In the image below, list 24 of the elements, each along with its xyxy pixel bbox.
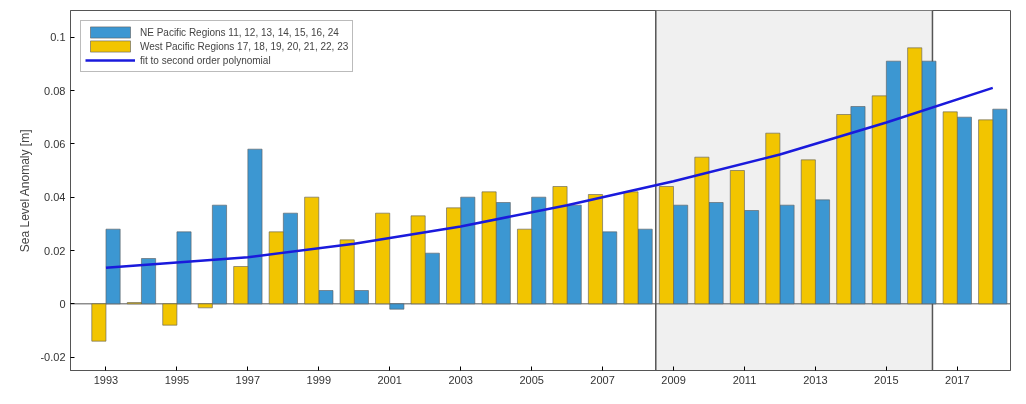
x-tick-label: 1997 xyxy=(235,373,261,386)
legend-label: NE Pacific Regions 11, 12, 13, 14, 15, 16, 24 xyxy=(140,25,339,39)
legend-label: fit to second order polynomial xyxy=(140,53,271,67)
y-tick-label: -0.02 xyxy=(40,351,66,364)
x-tick-label: 2005 xyxy=(519,373,544,386)
x-tick-label: 2009 xyxy=(661,373,686,386)
x-tick-label: 1993 xyxy=(93,373,119,386)
x-tick-label: 2001 xyxy=(377,373,402,386)
legend-label: West Pacific Regions 17, 18, 19, 20, 21, 22, 23 xyxy=(140,39,349,53)
x-tick-label: 2011 xyxy=(732,373,757,386)
x-tick-label: 2007 xyxy=(590,373,615,386)
x-tick-label: 2003 xyxy=(448,373,473,386)
y-tick-label: 0.06 xyxy=(44,137,66,150)
y-tick-label: 0.04 xyxy=(44,191,66,204)
y-tick-label: 0.08 xyxy=(44,84,66,97)
x-tick-label: 1995 xyxy=(164,373,190,386)
y-tick-label: 0.02 xyxy=(44,244,66,257)
x-tick-label: 2013 xyxy=(803,373,828,386)
y-tick-label: 0.1 xyxy=(50,31,66,44)
x-tick-label: 2017 xyxy=(945,373,970,386)
y-axis-title: Sea Level Anomaly [m] xyxy=(18,129,33,253)
x-tick-label: 2015 xyxy=(874,373,899,386)
x-tick-label: 1999 xyxy=(306,373,332,386)
y-tick-label: 0 xyxy=(59,297,66,310)
